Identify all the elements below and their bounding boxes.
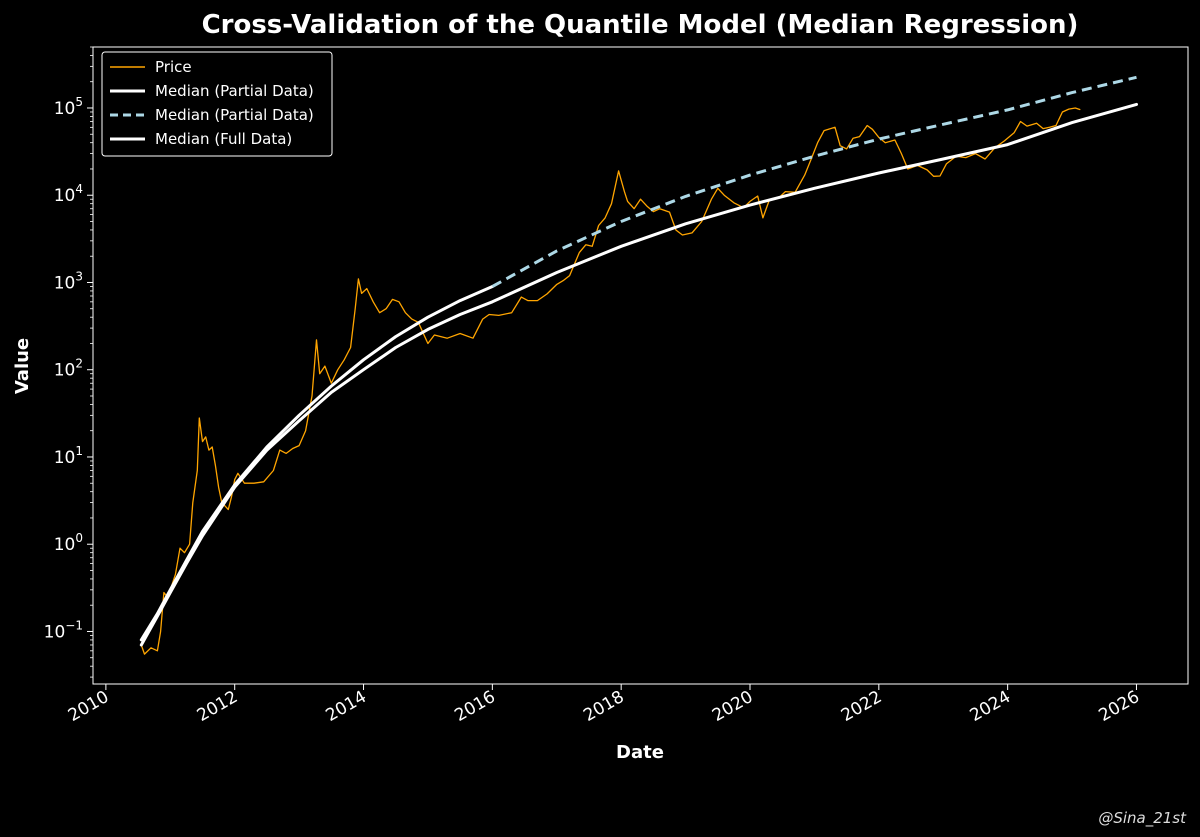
legend-entry-label: Median (Partial Data) (155, 106, 314, 124)
y-tick-label: 100 (54, 531, 83, 555)
y-tick-label: 10−1 (44, 618, 83, 642)
x-tick-label: 2026 (1096, 687, 1143, 726)
x-tick-label: 2010 (65, 687, 112, 726)
x-tick-label: 2014 (323, 687, 370, 726)
y-axis-label: Value (12, 338, 33, 394)
x-tick-label: 2016 (451, 687, 498, 726)
x-axis-label: Date (616, 742, 664, 763)
legend-entry-label: Median (Partial Data) (155, 82, 314, 100)
series-price-line (140, 107, 1081, 655)
legend-frame (101, 51, 333, 157)
credit-text: @Sina_21st (1098, 809, 1186, 827)
series-median-full-line (139, 102, 1138, 647)
axes-frame (92, 46, 1189, 685)
y-tick-label: 103 (54, 269, 83, 293)
plot-area: 10−1 100 101 102 103 104 105 2010 2012 2014 2016 20… (44, 46, 1189, 726)
series-median-partial-dashed-line (491, 75, 1137, 288)
y-tick-label: 101 (54, 444, 83, 468)
y-tick-label: 104 (54, 182, 83, 206)
legend-entry-label: Median (Full Data) (155, 130, 292, 148)
legend: Price Median (Partial Data) Median (Partia… (101, 51, 333, 157)
y-tick-label: 102 (54, 357, 83, 381)
x-tick-label: 2022 (838, 687, 885, 726)
x-tick-label: 2024 (967, 687, 1014, 726)
legend-entry-label: Price (155, 58, 192, 76)
x-tick-label: 2020 (709, 687, 756, 726)
x-tick-label: 2012 (194, 687, 241, 726)
x-tick-label: 2018 (580, 687, 627, 726)
y-tick-label: 105 (54, 95, 83, 119)
series-group (139, 75, 1138, 655)
chart-title: Cross-Validation of the Quantile Model (… (202, 10, 1079, 40)
